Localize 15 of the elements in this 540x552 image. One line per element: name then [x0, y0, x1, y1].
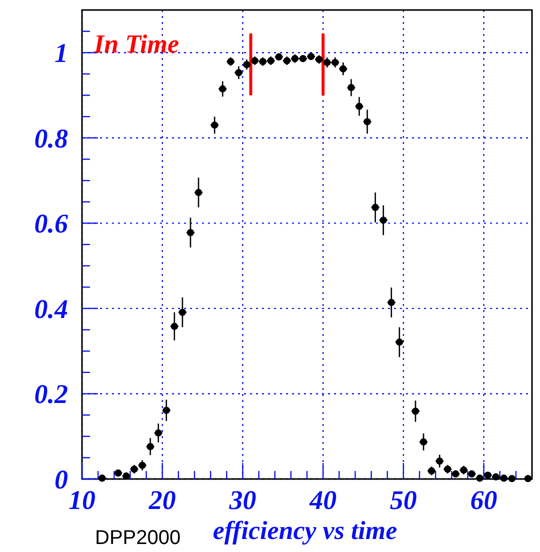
x-axis-title: efficiency vs time: [212, 516, 398, 545]
x-tick-label: 20: [148, 485, 176, 515]
x-tick-label: 50: [390, 485, 418, 515]
y-tick-label: 0.4: [34, 294, 68, 324]
y-tick-label: 0: [54, 464, 68, 494]
annotation: In Time: [93, 30, 180, 59]
x-tick-label: 10: [68, 485, 96, 515]
y-tick-label: 0.8: [34, 123, 68, 154]
x-tick-label: 30: [228, 485, 257, 515]
x-tick-label: 60: [470, 485, 498, 515]
y-tick-label: 1: [54, 38, 68, 68]
x-tick-label: 40: [308, 485, 338, 515]
y-tick-label: 0.2: [34, 379, 68, 410]
y-tick-label: 0.6: [34, 208, 68, 239]
text: DPP2000: [95, 527, 181, 549]
